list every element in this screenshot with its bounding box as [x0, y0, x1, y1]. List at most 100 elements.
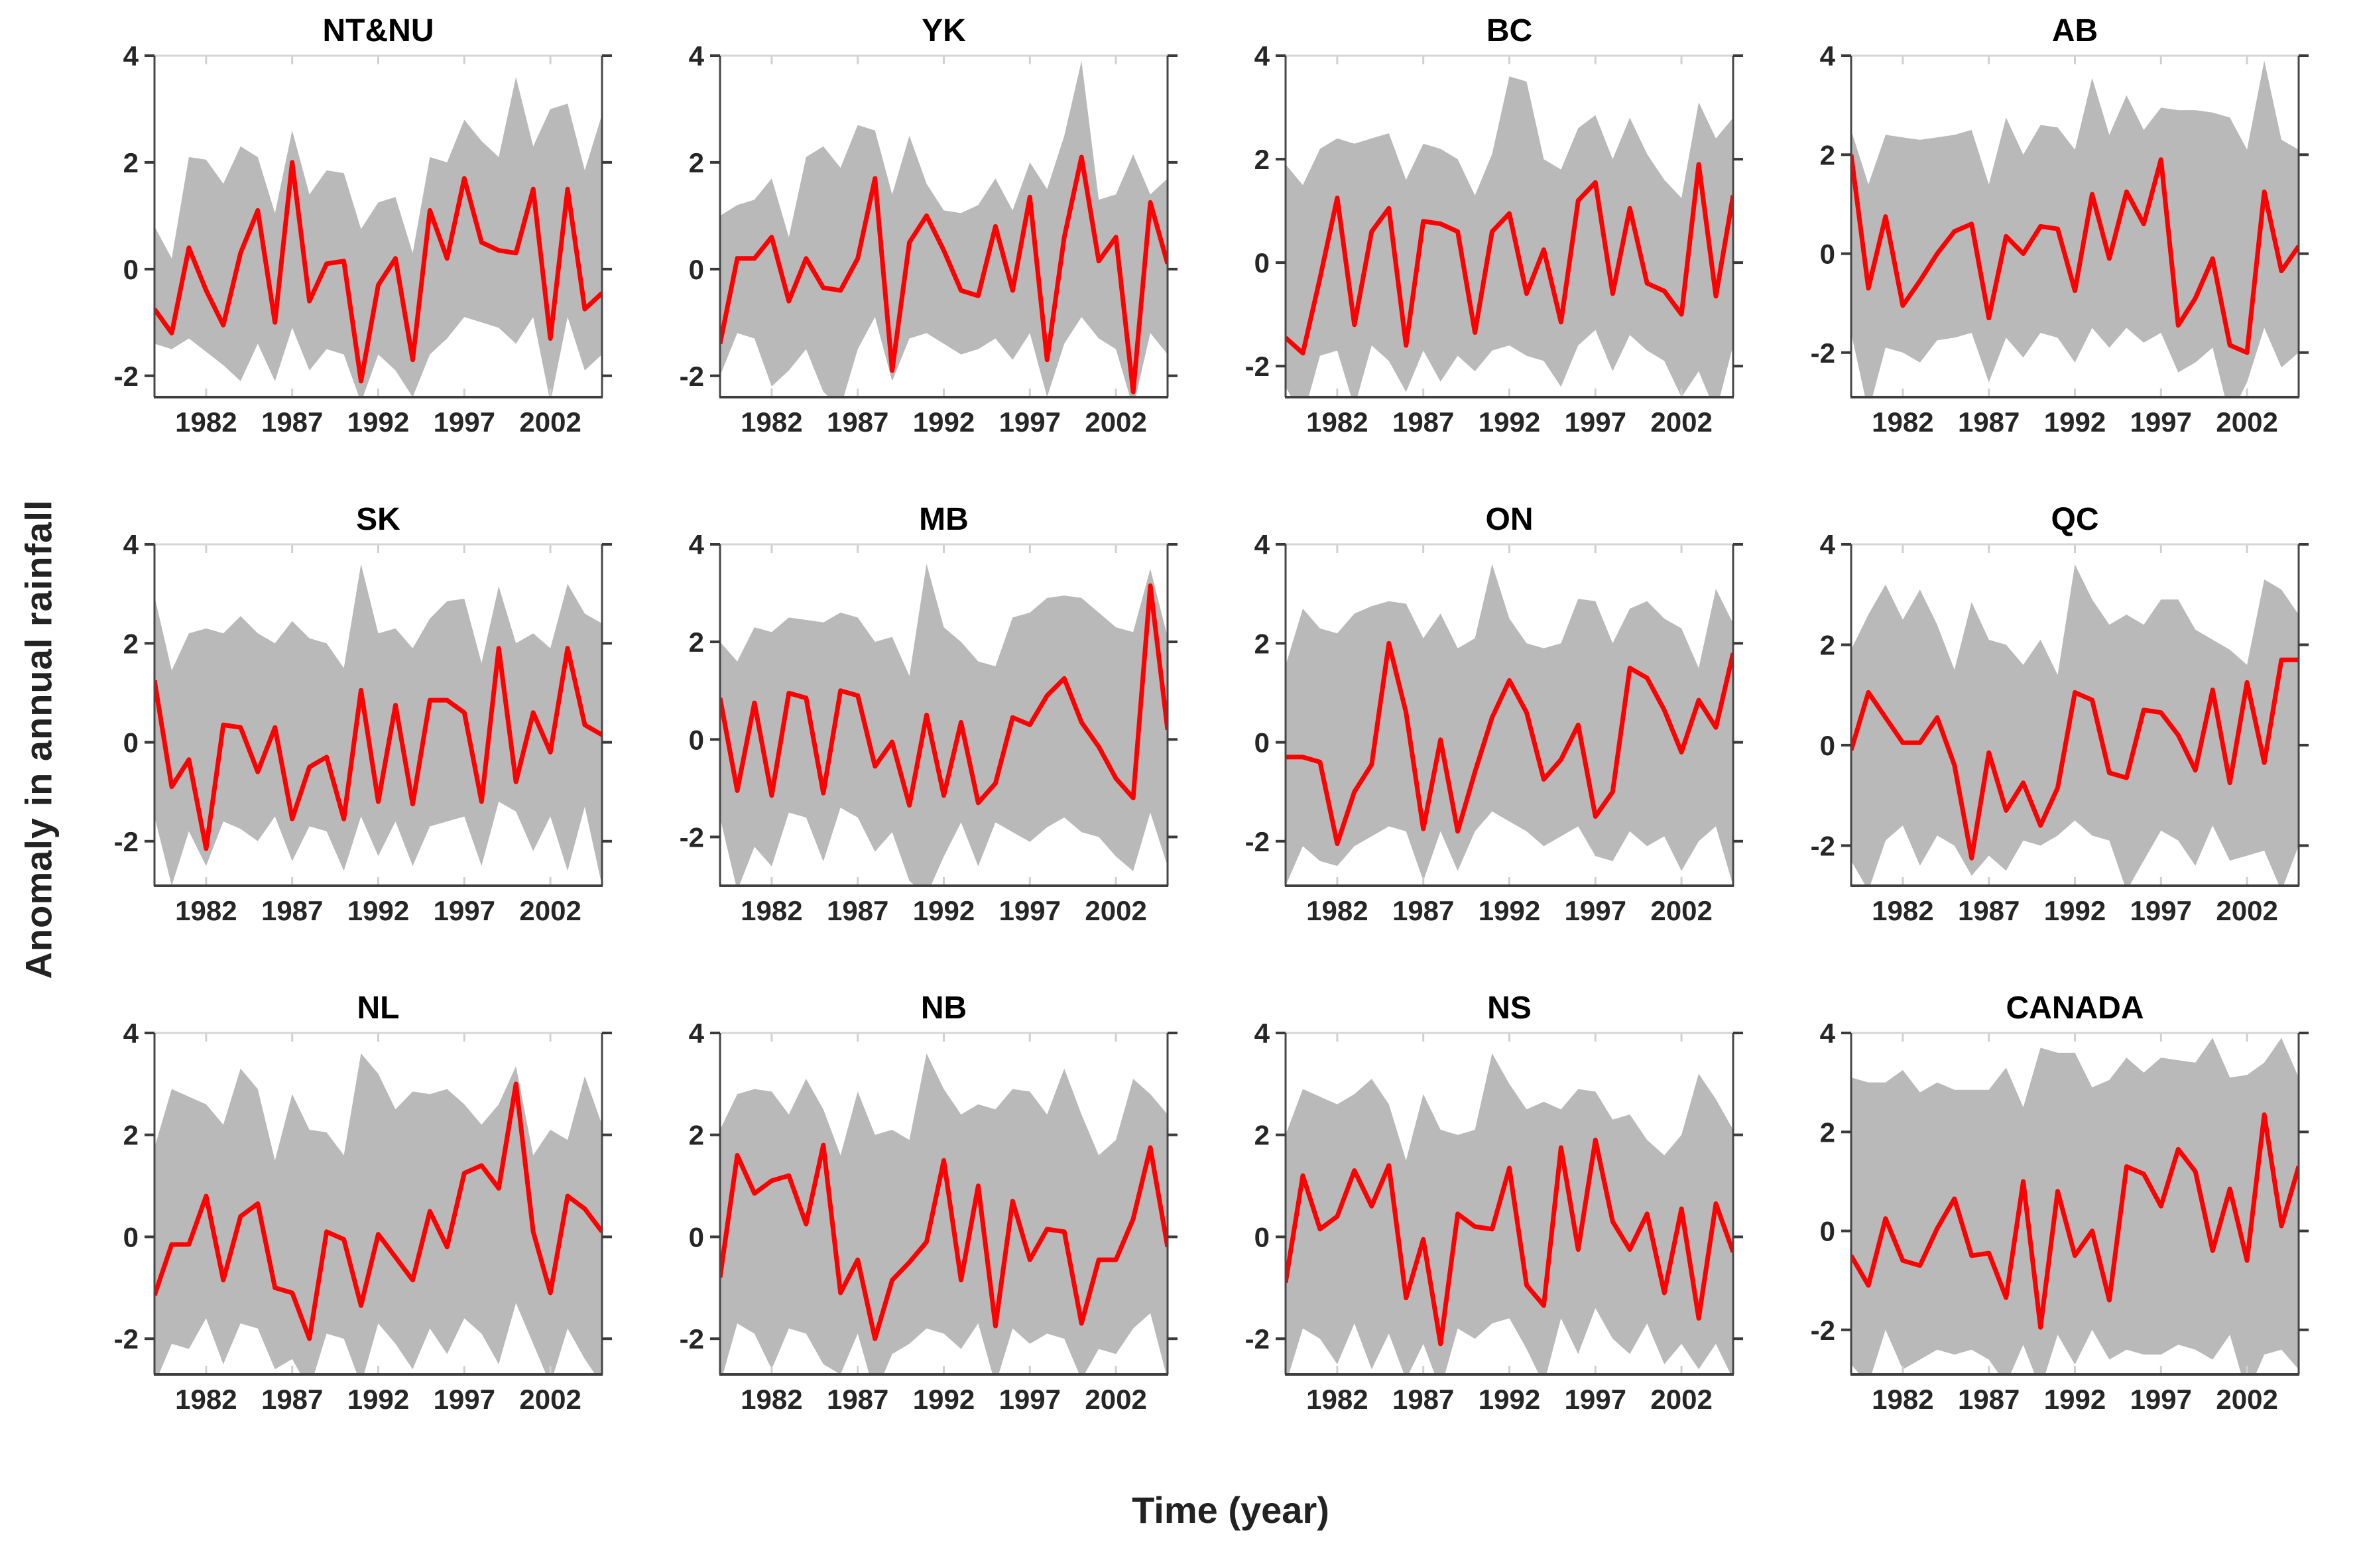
x-tick-label: 1987 [827, 895, 888, 926]
y-tick-label: 4 [689, 529, 705, 560]
plot-area-nt-nu: -2 0 2 4 1982 1987 1992 1997 2002 [114, 40, 612, 438]
x-tick-label: 1997 [999, 406, 1061, 438]
subplot-title: BC [1486, 13, 1533, 48]
x-tick-label: 1987 [1392, 1384, 1454, 1415]
x-tick-label: 1992 [2044, 1384, 2106, 1415]
y-tick-label: 0 [123, 1221, 139, 1252]
subplot-ab: AB -2 0 2 4 1982 1987 1992 1997 2002 [1796, 12, 2361, 501]
anomaly-line [720, 583, 1168, 808]
y-tick-label: 2 [123, 1120, 139, 1151]
x-tick-label: 1987 [827, 1384, 888, 1415]
y-tick-label: -2 [1245, 1323, 1270, 1355]
subplot-on: ON -2 0 2 4 1982 1987 1992 1997 2002 [1231, 501, 1796, 989]
y-tick-label: 4 [123, 40, 139, 72]
y-tick-label: -2 [1811, 830, 1835, 861]
x-tick-label: 1987 [1392, 895, 1454, 926]
y-tick-label: 4 [123, 529, 139, 560]
y-tick-label: 0 [123, 727, 139, 758]
y-tick-label: 2 [1820, 1116, 1835, 1148]
x-tick-label: 1982 [1306, 406, 1368, 438]
subplot-title: MB [919, 502, 969, 537]
x-tick-label: 1982 [1872, 406, 1933, 438]
x-tick-label: 1992 [1479, 895, 1540, 926]
y-tick-label: 4 [689, 1018, 705, 1049]
x-tick-label: 2002 [519, 1384, 581, 1415]
y-tick-label: 2 [1254, 628, 1270, 659]
y-tick-label: -2 [680, 361, 704, 392]
y-tick-label: -2 [1245, 351, 1270, 382]
x-tick-label: 1992 [347, 895, 409, 926]
x-tick-label: 1992 [2044, 406, 2106, 438]
x-tick-label: 2002 [1085, 895, 1146, 926]
y-tick-label: 2 [1254, 1120, 1270, 1151]
y-tick-label: 2 [689, 1120, 704, 1151]
subplot-title: NB [920, 991, 967, 1026]
x-tick-label: 1982 [741, 1384, 802, 1415]
x-tick-label: 2002 [2216, 1384, 2277, 1415]
x-tick-label: 1982 [1872, 1384, 1933, 1415]
anomaly-line [154, 1081, 602, 1341]
x-tick-label: 1992 [1479, 406, 1540, 438]
plot-area-on: -2 0 2 4 1982 1987 1992 1997 2002 [1245, 529, 1743, 926]
x-tick-label: 1997 [999, 1384, 1061, 1415]
x-tick-label: 2002 [1650, 406, 1712, 438]
x-tick-label: 1992 [913, 1384, 975, 1415]
uncertainty-band [1286, 76, 1733, 397]
x-tick-label: 1982 [175, 406, 237, 438]
subplot-title: YK [922, 13, 966, 48]
x-tick-label: 1992 [2044, 895, 2106, 926]
subplot-title: AB [2051, 13, 2098, 48]
uncertainty-band [720, 1053, 1168, 1374]
x-tick-label: 1997 [1565, 895, 1626, 926]
y-tick-label: 0 [1820, 730, 1835, 761]
y-tick-label: -2 [1811, 1315, 1835, 1346]
uncertainty-band [154, 564, 602, 886]
x-tick-label: 1982 [1306, 895, 1368, 926]
x-tick-label: 1987 [1958, 1384, 2020, 1415]
y-tick-label: 4 [1820, 529, 1836, 560]
x-tick-label: 1982 [175, 895, 237, 926]
anomaly-line [720, 1142, 1168, 1341]
x-tick-label: 1987 [1958, 895, 2020, 926]
plot-area-nb: -2 0 2 4 1982 1987 1992 1997 2002 [680, 1018, 1178, 1415]
y-tick-label: 4 [123, 1018, 139, 1049]
subplot-title: NL [357, 991, 400, 1026]
x-tick-label: 2002 [1650, 1384, 1712, 1415]
anomaly-line [1851, 657, 2299, 861]
plot-area-mb: -2 0 2 4 1982 1987 1992 1997 2002 [680, 529, 1178, 926]
anomaly-line [1851, 154, 2299, 355]
y-tick-label: -2 [1811, 337, 1835, 369]
uncertainty-band [154, 77, 602, 397]
x-tick-label: 1992 [347, 406, 409, 438]
y-tick-label: -2 [1245, 826, 1270, 857]
x-tick-label: 2002 [1085, 406, 1146, 438]
plot-area-yk: -2 0 2 4 1982 1987 1992 1997 2002 [680, 40, 1178, 438]
y-tick-label: 2 [1820, 629, 1835, 660]
anomaly-line [1286, 1137, 1733, 1347]
subplot-nl: NL -2 0 2 4 1982 1987 1992 1997 2002 [99, 989, 665, 1478]
x-tick-label: 1987 [1958, 406, 2020, 438]
x-tick-label: 1992 [913, 406, 975, 438]
y-tick-label: 0 [1820, 239, 1835, 270]
y-tick-label: 0 [689, 1221, 704, 1252]
anomaly-line [720, 154, 1168, 394]
uncertainty-band [1851, 60, 2299, 397]
x-tick-label: 1997 [434, 1384, 495, 1415]
y-tick-label: 4 [1820, 1018, 1836, 1049]
subplot-bc: BC -2 0 2 4 1982 1987 1992 1997 2002 [1231, 12, 1796, 501]
x-tick-label: 2002 [2216, 895, 2277, 926]
y-tick-label: 0 [1254, 1221, 1270, 1252]
x-tick-label: 1992 [913, 895, 975, 926]
x-tick-label: 1982 [741, 895, 802, 926]
y-tick-label: -2 [680, 1323, 704, 1355]
x-tick-label: 1997 [2130, 406, 2192, 438]
x-tick-label: 1997 [999, 895, 1061, 926]
y-tick-label: 0 [123, 254, 139, 285]
x-tick-label: 1997 [1565, 406, 1626, 438]
y-tick-label: 4 [1254, 1018, 1270, 1049]
y-tick-label: -2 [114, 1323, 139, 1355]
uncertainty-band [720, 564, 1168, 886]
x-tick-label: 1987 [1392, 406, 1454, 438]
y-tick-label: 2 [123, 147, 139, 178]
